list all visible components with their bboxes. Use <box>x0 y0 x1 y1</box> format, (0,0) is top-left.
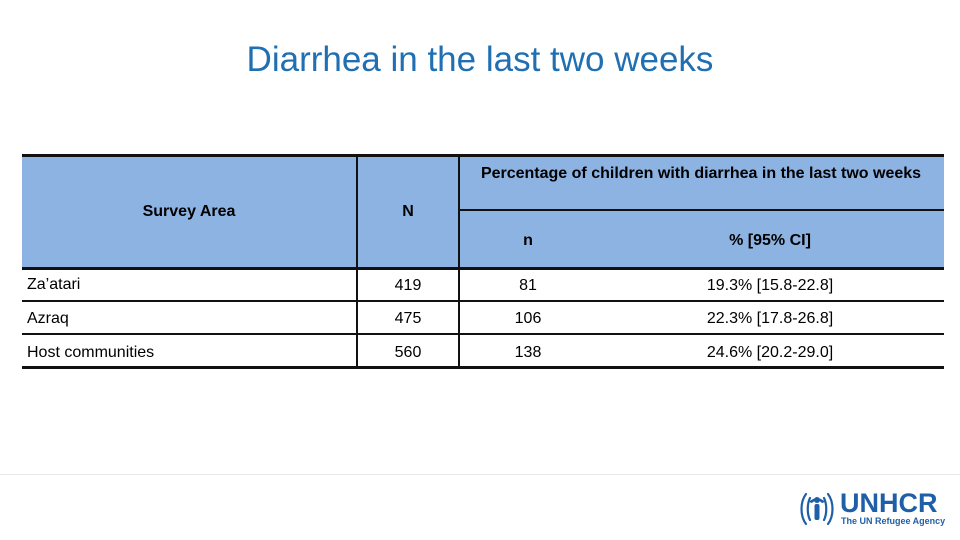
header-survey-area: Survey Area <box>142 203 236 220</box>
row-area: Host communities <box>27 344 155 361</box>
row-pct: 22.3% [17.8-26.8] <box>706 310 834 327</box>
header-n: n <box>523 232 533 249</box>
footer-divider <box>0 474 960 475</box>
row-area: Za’atari <box>27 276 81 293</box>
column-rule <box>356 154 358 368</box>
header-group-percentage: Percentage of children with diarrhea in … <box>480 165 922 182</box>
row-rule <box>22 333 944 335</box>
row-n: 81 <box>519 277 537 294</box>
row-pct: 19.3% [15.8-22.8] <box>706 277 834 294</box>
unhcr-emblem-icon <box>800 492 834 526</box>
data-table: Survey Area N Percentage of children wit… <box>22 154 944 370</box>
row-N: 419 <box>394 277 422 294</box>
group-header-rule <box>459 209 944 211</box>
table-top-rule <box>22 154 944 157</box>
header-bottom-rule <box>22 267 944 270</box>
row-pct: 24.6% [20.2-29.0] <box>706 344 834 361</box>
logo-tagline: The UN Refugee Agency <box>841 516 946 526</box>
row-N: 560 <box>394 344 422 361</box>
row-n: 106 <box>514 310 542 327</box>
column-rule <box>458 154 460 368</box>
row-N: 475 <box>394 310 422 327</box>
row-rule <box>22 300 944 302</box>
table-bottom-rule <box>22 366 944 369</box>
logo-wordmark: UNHCR <box>840 488 938 518</box>
row-n: 138 <box>514 344 542 361</box>
page-title: Diarrhea in the last two weeks <box>246 40 714 79</box>
header-n-total: N <box>402 203 414 220</box>
row-area: Azraq <box>27 310 69 327</box>
unhcr-logo: UNHCR The UN Refugee Agency <box>796 486 946 530</box>
header-pct-ci: % [95% CI] <box>729 232 811 249</box>
table-header-background <box>22 154 944 268</box>
